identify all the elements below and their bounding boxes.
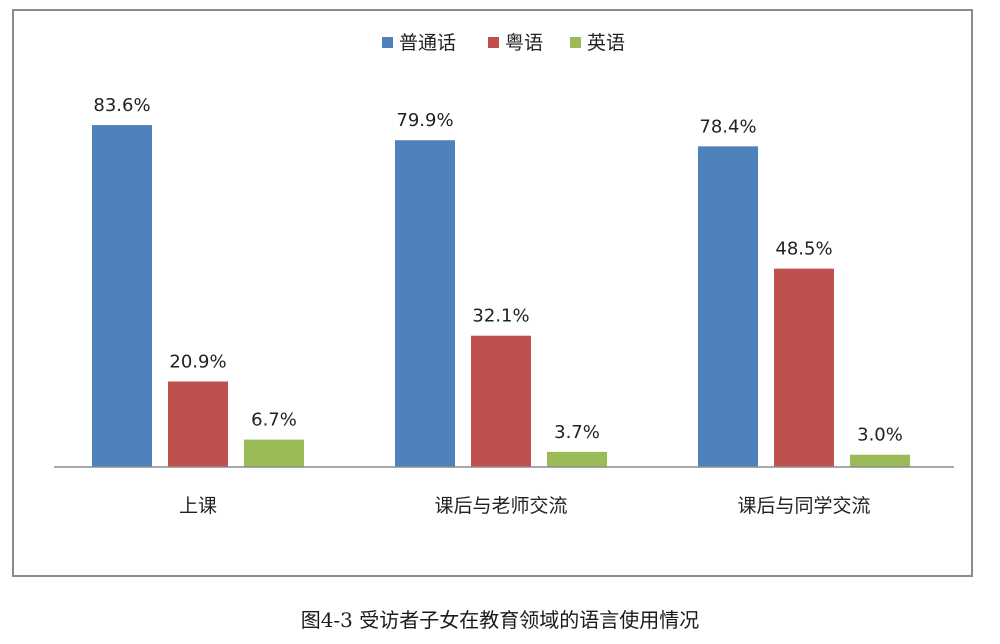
value-label-series1-cat2: 48.5% (775, 239, 832, 260)
bar-series0-cat0 (92, 125, 152, 468)
bar-series0-cat2 (698, 146, 758, 467)
value-label-series2-cat0: 6.7% (251, 410, 297, 431)
legend-label-0: 普通话 (399, 32, 456, 54)
value-label-series0-cat1: 79.9% (396, 110, 453, 131)
bar-series2-cat2 (850, 454, 910, 467)
value-label-series0-cat0: 83.6% (93, 95, 150, 116)
bar-series0-cat1 (395, 140, 455, 468)
bar-series2-cat0 (244, 439, 304, 467)
legend-swatch-0 (382, 37, 393, 48)
bar-series1-cat0 (168, 381, 228, 467)
value-label-series0-cat2: 78.4% (699, 116, 756, 137)
bar-series1-cat1 (471, 335, 531, 467)
chart-value-labels: 83.6% 79.9% 78.4% 20.9% 32.1% 48.5% 6.7% 3.7% 3.… (93, 95, 902, 446)
category-label-2: 课后与同学交流 (737, 495, 870, 517)
legend-label-1: 粤语 (505, 32, 543, 54)
chart-legend: 普通话 粤语 英语 (382, 32, 625, 54)
x-axis-category-labels: 上课 课后与老师交流 课后与同学交流 (179, 495, 871, 517)
legend-label-2: 英语 (587, 32, 625, 54)
chart-bars (92, 125, 910, 468)
bar-chart: 普通话 粤语 英语 83.6% 79.9% 78.4% 20.9% 32.1% 48.5% 6.… (54, 32, 954, 517)
category-label-0: 上课 (179, 495, 217, 517)
bar-series1-cat2 (774, 268, 834, 467)
value-label-series2-cat1: 3.7% (554, 422, 600, 443)
bar-series2-cat1 (547, 451, 607, 467)
legend-swatch-2 (570, 37, 581, 48)
value-label-series1-cat0: 20.9% (169, 352, 226, 373)
category-label-1: 课后与老师交流 (434, 495, 567, 517)
value-label-series2-cat2: 3.0% (857, 425, 903, 446)
legend-swatch-1 (488, 37, 499, 48)
figure-caption: 图4-3 受访者子女在教育领域的语言使用情况 (300, 608, 700, 632)
value-label-series1-cat1: 32.1% (472, 306, 529, 327)
chart-frame: 普通话 粤语 英语 83.6% 79.9% 78.4% 20.9% 32.1% 48.5% 6.… (12, 9, 973, 577)
